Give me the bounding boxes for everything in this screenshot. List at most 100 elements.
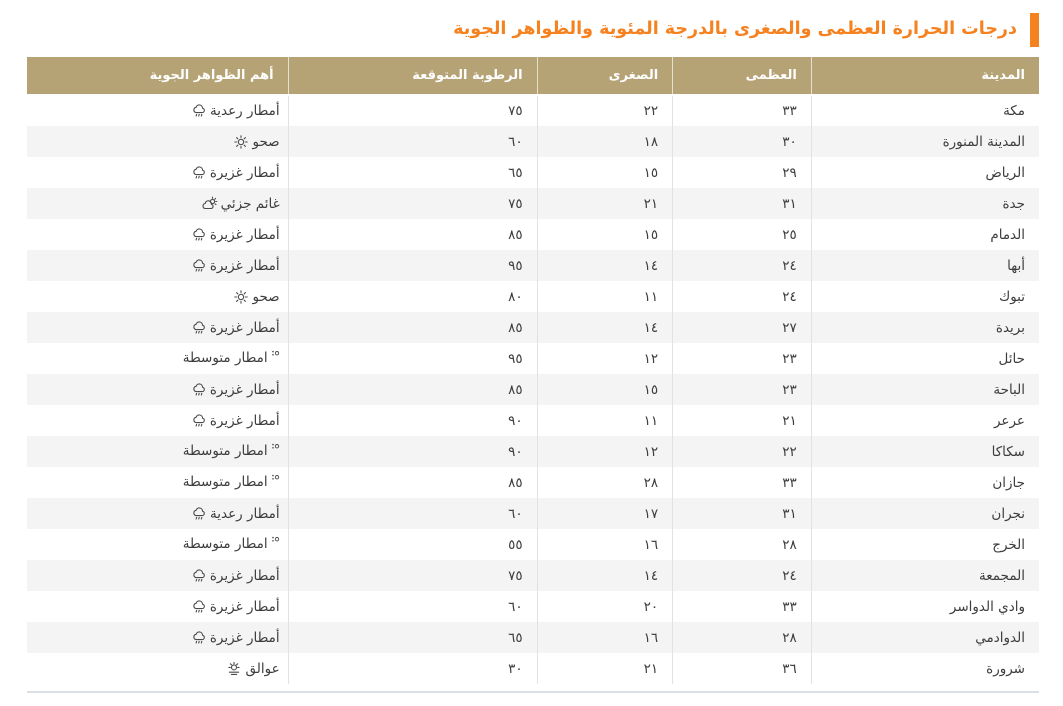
city-cell: الدمام [810, 219, 1039, 250]
temperatures-table: المدينة العظمى الصغرى الرطوبة المتوقعة أ… [27, 57, 1039, 684]
min-temp-cell: ١٥ [536, 157, 673, 188]
phenomena-cell: امطار متوسطة [27, 529, 288, 560]
humidity-cell: ٦٥ [287, 622, 538, 653]
max-temp-cell: ٢٢ [672, 436, 812, 467]
min-temp-cell: ٢٠ [536, 591, 673, 622]
humidity-cell: ٦٠ [287, 498, 538, 529]
rain-icon [191, 630, 207, 646]
min-temp-cell: ٢١ [536, 188, 673, 219]
rain-icon [191, 413, 207, 429]
rain-icon [191, 568, 207, 584]
phenomena-cell: امطار متوسطة [27, 343, 288, 374]
phenomena-cell: امطار متوسطة [27, 436, 289, 467]
max-temp-cell: ٢٤ [672, 560, 812, 591]
phenomena-label: صحو [252, 288, 280, 305]
max-temp-cell: ٢٤ [672, 281, 812, 312]
table-row: بريدة ٢٧ ١٤ ٨٥ أمطار غزيرة [27, 312, 1039, 343]
phenomena-cell: أمطار غزيرة [27, 157, 288, 188]
city-cell: جدة [810, 188, 1039, 219]
min-temp-cell: ١٢ [536, 436, 673, 467]
phenomena-cell: أمطار غزيرة [27, 622, 289, 653]
clear-icon [233, 289, 249, 305]
table-row: تبوك ٢٤ ١١ ٨٠ صحو [27, 281, 1039, 312]
humidity-cell: ٨٥ [287, 467, 538, 498]
phenomena-cell: أمطار غزيرة [27, 405, 288, 436]
moderate-rain-icon [271, 535, 280, 545]
humidity-cell: ٦٠ [287, 126, 538, 157]
max-temp-cell: ٢٩ [672, 157, 812, 188]
title-accent-bar [1030, 12, 1039, 47]
moderate-rain-icon [271, 473, 280, 483]
min-temp-cell: ٢٨ [536, 467, 673, 498]
min-temp-cell: ١٢ [536, 343, 673, 374]
max-temp-cell: ٣٣ [672, 95, 812, 126]
min-temp-cell: ١٥ [536, 374, 673, 405]
city-cell: وادي الدواسر [810, 591, 1039, 622]
city-cell: الرياض [810, 157, 1039, 188]
city-cell: عرعر [810, 405, 1039, 436]
rain-icon [191, 382, 207, 398]
city-cell: مكة [810, 95, 1039, 126]
max-temp-cell: ٣١ [672, 498, 812, 529]
city-cell: حائل [810, 343, 1039, 374]
humidity-cell: ٩٠ [287, 405, 538, 436]
table-row: المجمعة ٢٤ ١٤ ٧٥ أمطار غزيرة [27, 560, 1039, 591]
partly-cloudy-icon [201, 196, 218, 212]
max-temp-cell: ٢١ [672, 405, 812, 436]
rain-icon [191, 599, 207, 615]
phenomena-cell: غائم جزئي [27, 188, 289, 219]
phenomena-label: أمطار غزيرة [209, 226, 280, 243]
rain-icon [191, 165, 207, 181]
table-row: مكة ٣٣ ٢٢ ٧٥ أمطار رعدية [27, 95, 1039, 126]
city-cell: جازان [810, 467, 1039, 498]
humidity-cell: ٣٠ [287, 653, 538, 684]
phenomena-cell: أمطار غزيرة [27, 219, 288, 250]
table-row: الباحة ٢٣ ١٥ ٨٥ أمطار غزيرة [27, 374, 1039, 405]
min-temp-cell: ١١ [536, 281, 673, 312]
city-cell: الباحة [810, 374, 1039, 405]
city-cell: بريدة [810, 312, 1039, 343]
min-temp-cell: ١٦ [536, 529, 673, 560]
min-temp-cell: ١٨ [536, 126, 673, 157]
phenomena-label: امطار متوسطة [182, 474, 268, 490]
phenomena-label: أمطار غزيرة [209, 412, 280, 429]
phenomena-cell: عوالق [27, 653, 288, 684]
phenomena-cell: أمطار غزيرة [27, 312, 289, 343]
phenomena-label: أمطار رعدية [210, 103, 280, 119]
clear-icon [233, 134, 249, 150]
city-cell: أبها [810, 250, 1039, 281]
phenomena-cell: أمطار غزيرة [27, 591, 288, 622]
humidity-cell: ٧٥ [287, 95, 538, 126]
humidity-cell: ٨٥ [287, 219, 538, 250]
table-row: الرياض ٢٩ ١٥ ٦٥ أمطار غزيرة [27, 157, 1039, 188]
phenomena-cell: أمطار رعدية [27, 498, 289, 529]
phenomena-label: أمطار غزيرة [209, 257, 280, 274]
table-row: جازان ٣٣ ٢٨ ٨٥ امطار متوسطة [27, 467, 1039, 498]
phenomena-label: امطار متوسطة [182, 350, 268, 366]
rain-icon [191, 227, 207, 243]
haze-icon [226, 661, 242, 677]
max-temp-cell: ٢٧ [672, 312, 812, 343]
max-temp-cell: ٣١ [672, 188, 812, 219]
phenomena-label: عوالق [245, 660, 280, 677]
min-temp-cell: ١١ [536, 405, 673, 436]
phenomena-label: أمطار غزيرة [209, 567, 280, 584]
table-row: الدمام ٢٥ ١٥ ٨٥ أمطار غزيرة [27, 219, 1039, 250]
humidity-cell: ٨٥ [287, 312, 538, 343]
phenomena-label: امطار متوسطة [182, 536, 268, 552]
table-row: الدوادمي ٢٨ ١٦ ٦٥ أمطار غزيرة [27, 622, 1039, 653]
moderate-rain-icon [271, 349, 280, 359]
table-row: سكاكا ٢٢ ١٢ ٩٠ امطار متوسطة [27, 436, 1039, 467]
moderate-rain-icon [271, 442, 280, 452]
min-temp-cell: ١٦ [536, 622, 673, 653]
table-row: نجران ٣١ ١٧ ٦٠ أمطار رعدية [27, 498, 1039, 529]
city-cell: الدوادمي [810, 622, 1039, 653]
table-row: شرورة ٣٦ ٢١ ٣٠ عوالق [27, 653, 1039, 684]
min-temp-cell: ١٤ [536, 560, 673, 591]
column-header-min: الصغرى [536, 57, 673, 96]
min-temp-cell: ٢٢ [536, 95, 673, 126]
humidity-cell: ٨٥ [287, 374, 538, 405]
min-temp-cell: ٢١ [536, 653, 673, 684]
max-temp-cell: ٣٦ [672, 653, 812, 684]
